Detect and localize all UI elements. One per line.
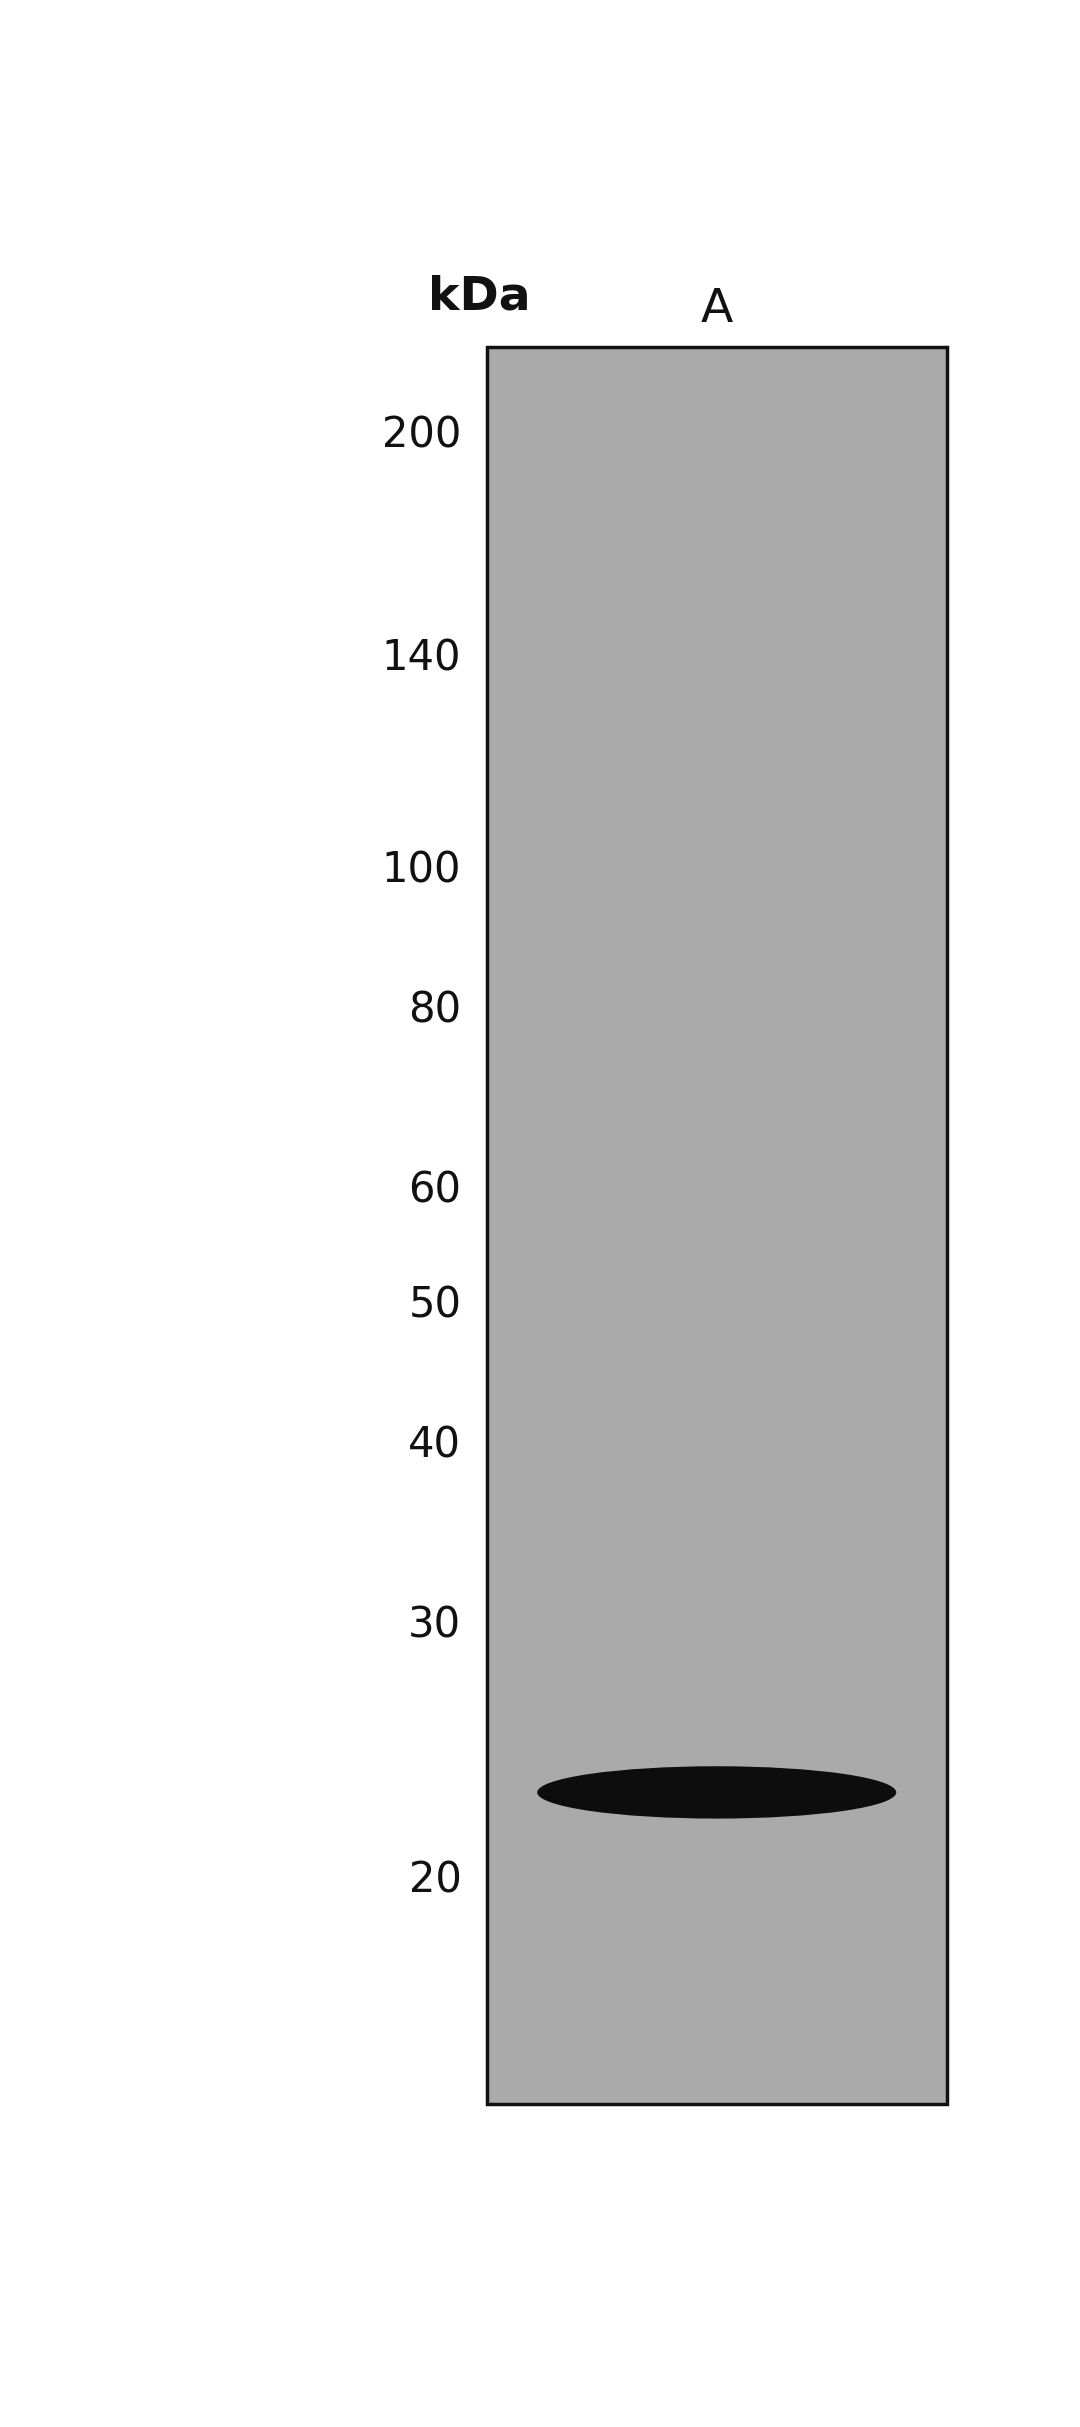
Text: kDa: kDa bbox=[428, 274, 530, 320]
Text: 140: 140 bbox=[382, 638, 461, 680]
Text: A: A bbox=[701, 286, 733, 332]
Text: 60: 60 bbox=[408, 1170, 461, 1211]
Text: 200: 200 bbox=[382, 415, 461, 456]
Text: 40: 40 bbox=[408, 1425, 461, 1466]
FancyBboxPatch shape bbox=[486, 347, 947, 2104]
Text: 50: 50 bbox=[408, 1284, 461, 1325]
Text: 80: 80 bbox=[408, 990, 461, 1031]
Text: 100: 100 bbox=[382, 849, 461, 891]
Text: 20: 20 bbox=[408, 1859, 461, 1900]
Text: 30: 30 bbox=[408, 1604, 461, 1646]
Ellipse shape bbox=[537, 1767, 896, 1818]
